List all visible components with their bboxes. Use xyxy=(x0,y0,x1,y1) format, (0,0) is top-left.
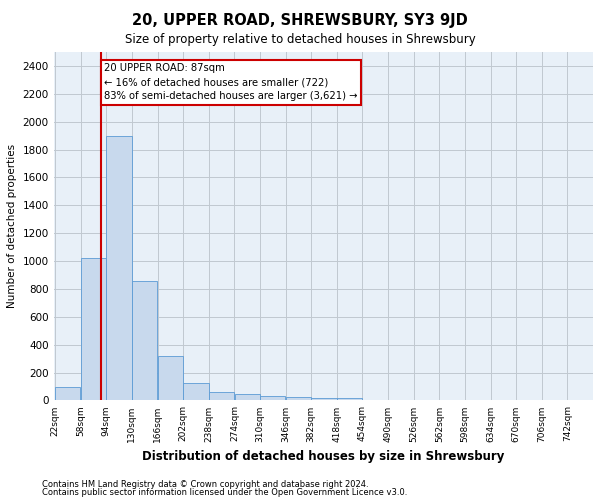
Bar xyxy=(260,396,286,400)
Text: Size of property relative to detached houses in Shrewsbury: Size of property relative to detached ho… xyxy=(125,32,475,46)
Bar xyxy=(132,280,157,400)
Y-axis label: Number of detached properties: Number of detached properties xyxy=(7,144,17,308)
Bar xyxy=(158,356,183,401)
Text: 20 UPPER ROAD: 87sqm
← 16% of detached houses are smaller (722)
83% of semi-deta: 20 UPPER ROAD: 87sqm ← 16% of detached h… xyxy=(104,63,358,101)
Bar xyxy=(184,383,209,400)
Bar xyxy=(81,258,106,400)
Bar xyxy=(209,392,234,400)
Bar xyxy=(311,398,337,400)
Bar xyxy=(286,397,311,400)
Text: Contains HM Land Registry data © Crown copyright and database right 2024.: Contains HM Land Registry data © Crown c… xyxy=(42,480,368,489)
Bar xyxy=(55,386,80,400)
X-axis label: Distribution of detached houses by size in Shrewsbury: Distribution of detached houses by size … xyxy=(142,450,505,463)
Text: 20, UPPER ROAD, SHREWSBURY, SY3 9JD: 20, UPPER ROAD, SHREWSBURY, SY3 9JD xyxy=(132,12,468,28)
Bar xyxy=(337,398,362,400)
Text: Contains public sector information licensed under the Open Government Licence v3: Contains public sector information licen… xyxy=(42,488,407,497)
Bar xyxy=(235,394,260,400)
Bar xyxy=(106,136,132,400)
